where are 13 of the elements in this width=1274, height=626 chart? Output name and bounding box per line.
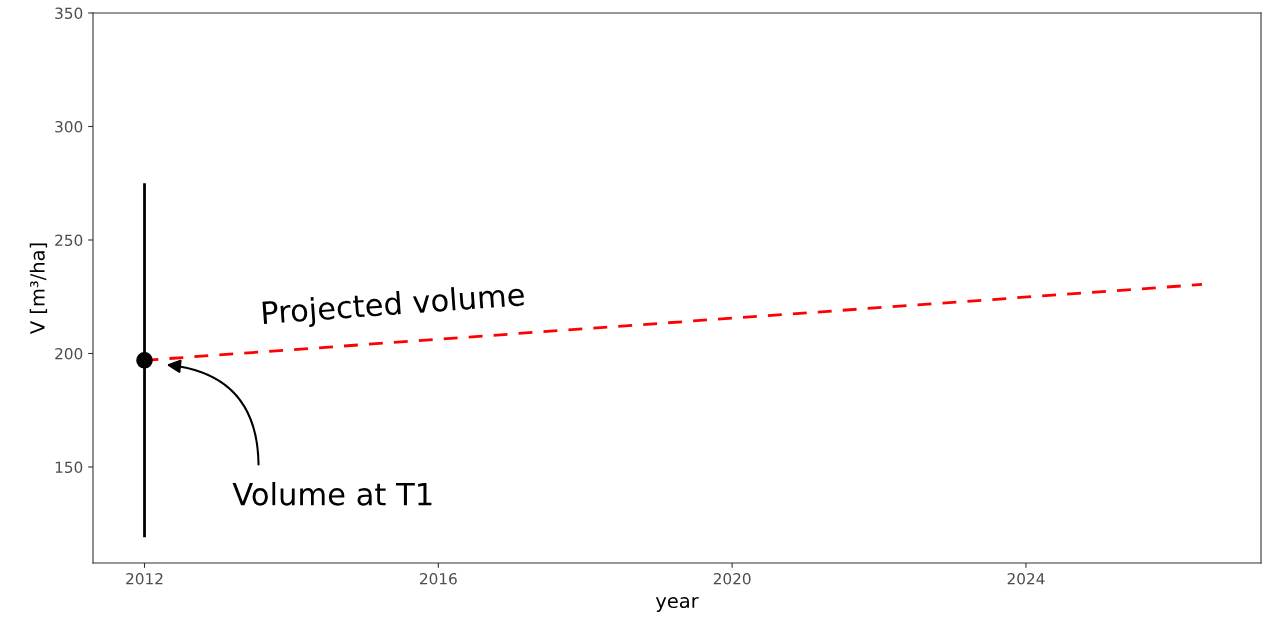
- x-tick-label: 2020: [713, 572, 751, 585]
- y-tick-label: 200: [55, 347, 83, 360]
- annotation: Volume at T1: [232, 481, 432, 506]
- y-tick-label: 300: [55, 120, 83, 133]
- x-tick-label: 2016: [420, 572, 457, 585]
- y-tick-label: 350: [55, 7, 83, 20]
- x-tick-label: 2012: [126, 572, 163, 585]
- x-tick-label: 2024: [1007, 572, 1045, 585]
- y-axis-title: V [m³/ha]: [29, 243, 48, 334]
- y-tick-label: 150: [55, 461, 83, 473]
- y-tick-label: 250: [55, 234, 83, 247]
- annotation: Projected volume: [262, 282, 525, 331]
- x-axis-title: year: [655, 596, 699, 612]
